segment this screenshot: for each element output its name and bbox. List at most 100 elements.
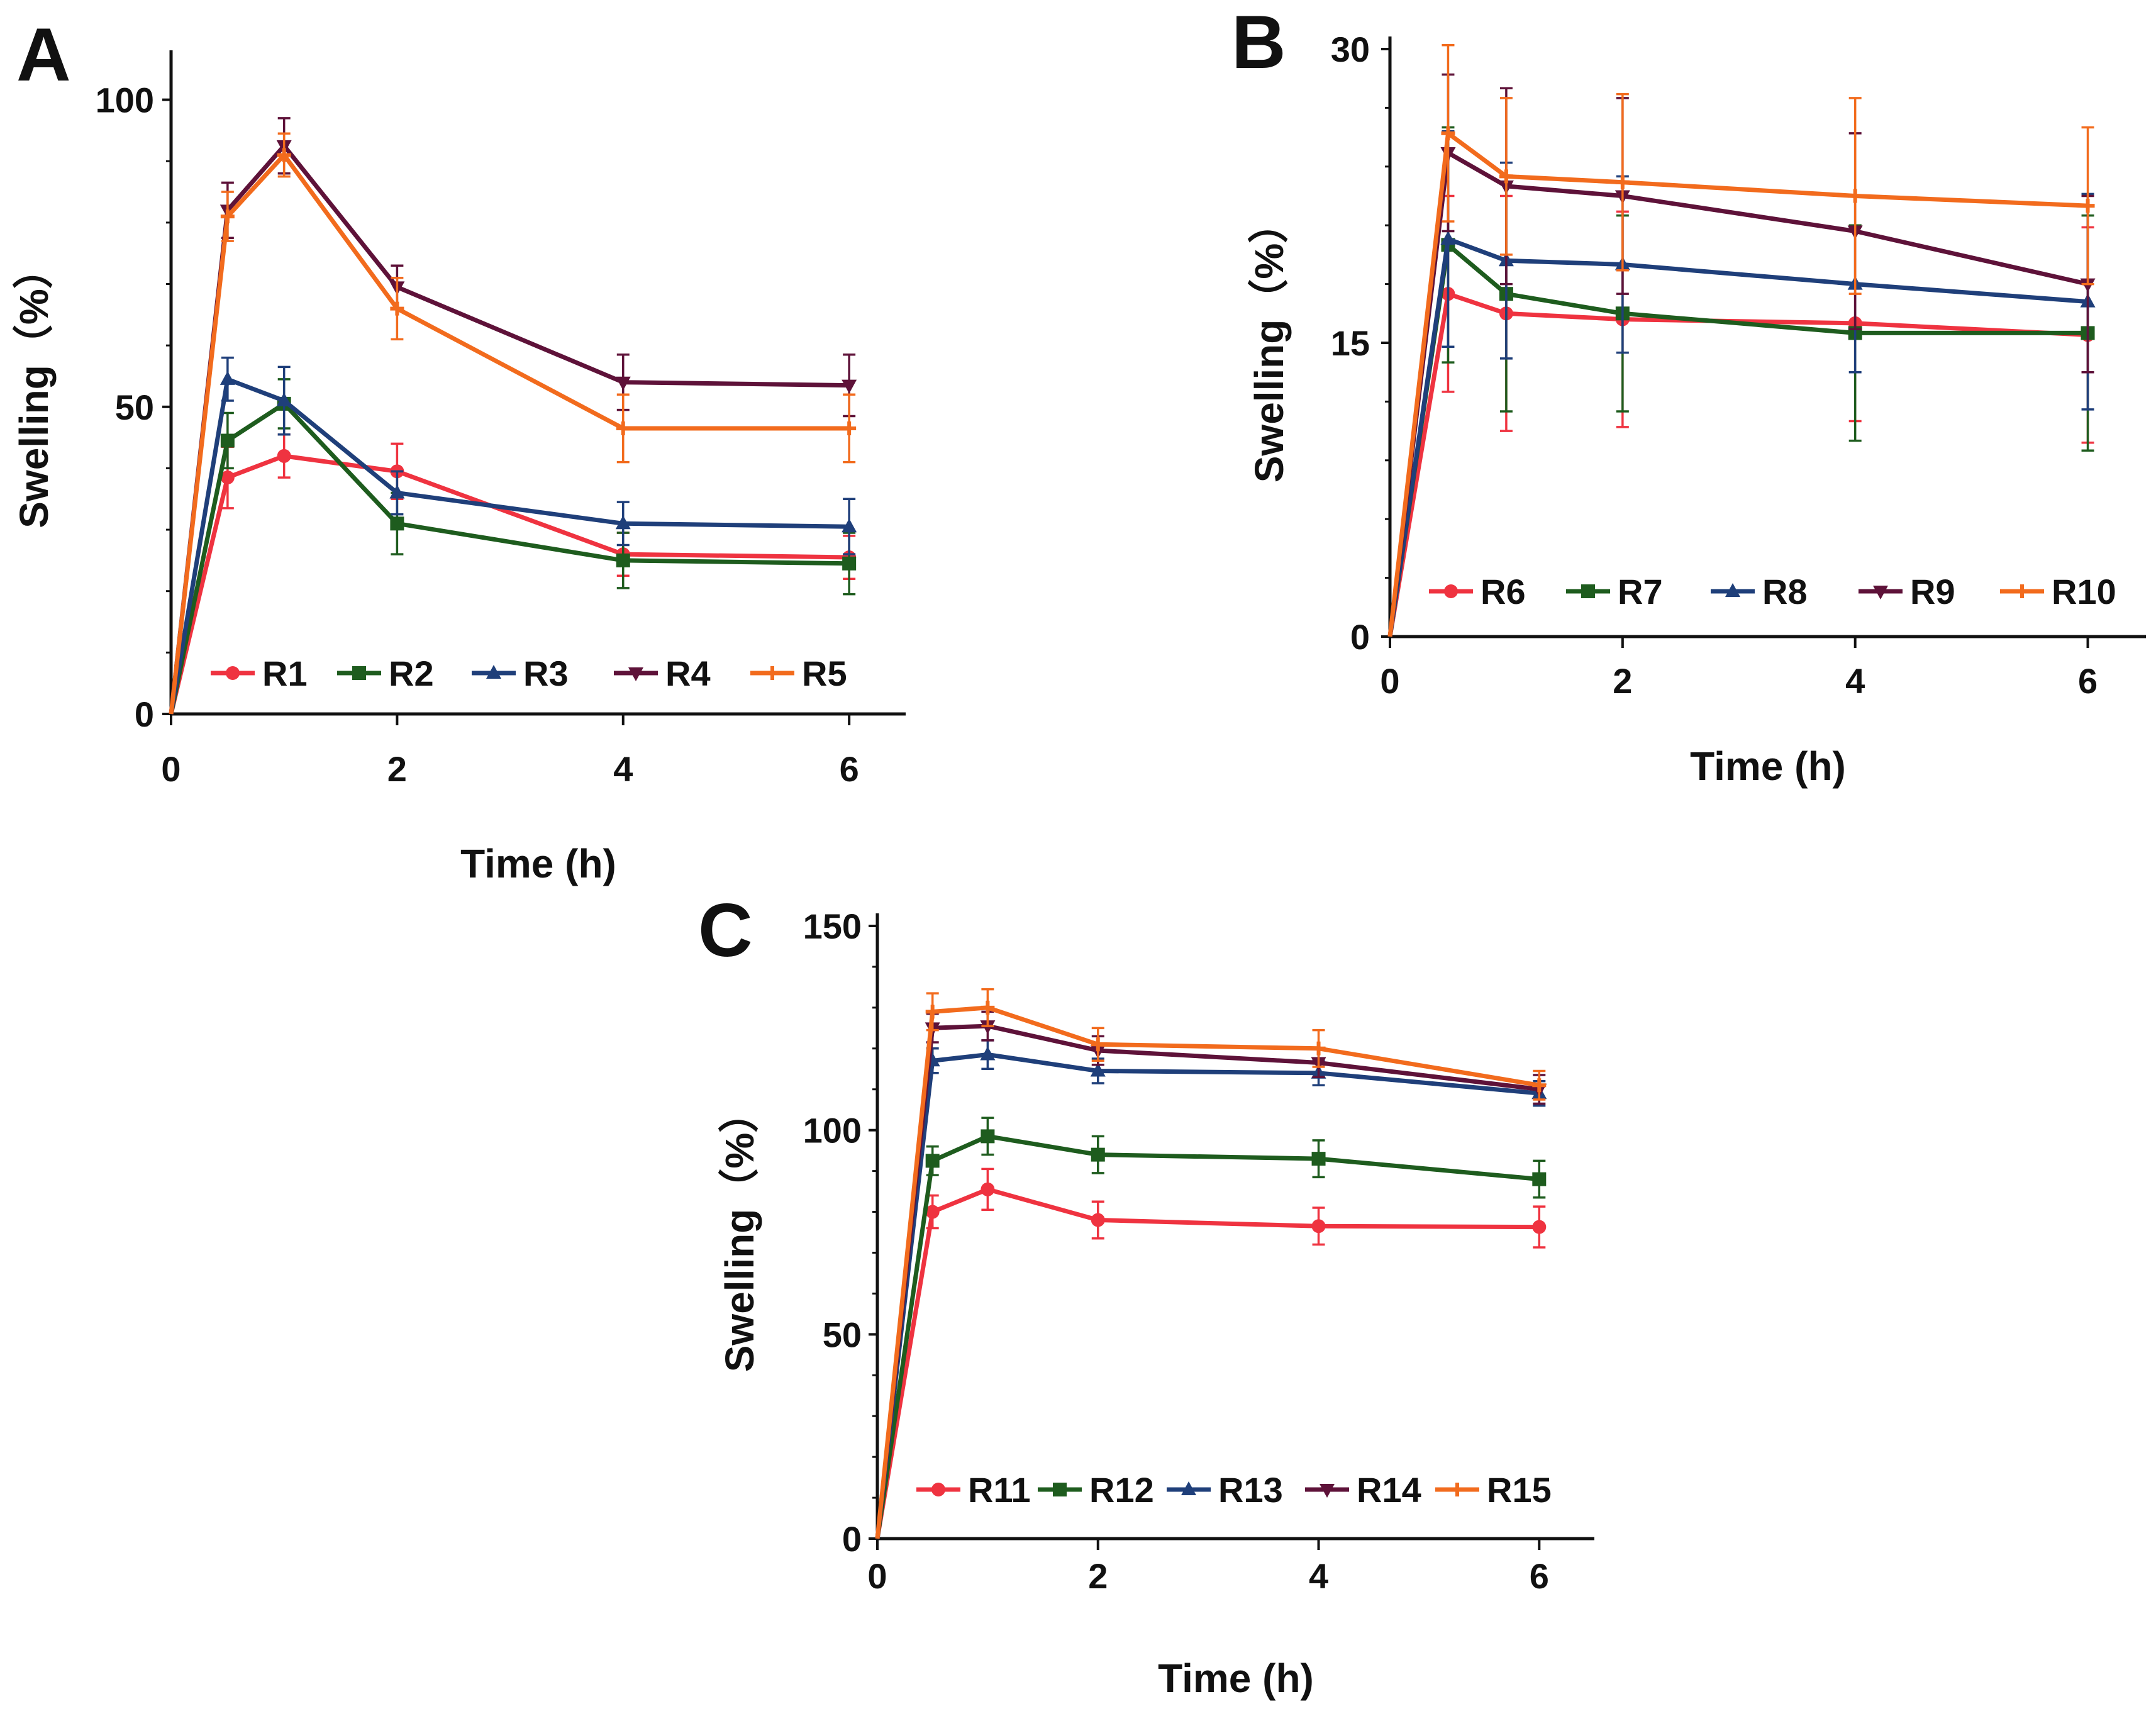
- data-point: [981, 1129, 995, 1144]
- data-point: [842, 379, 857, 394]
- data-point: [1091, 1213, 1105, 1227]
- x-axis-title: Time (h): [460, 841, 616, 886]
- x-tick-label: 2: [387, 749, 407, 789]
- x-axis-title: Time (h): [1690, 744, 1846, 789]
- y-tick-label: 15: [1331, 323, 1370, 363]
- data-point: [1311, 1152, 1326, 1166]
- data-point: [2081, 199, 2095, 213]
- legend-marker: [226, 666, 240, 680]
- data-point: [1441, 126, 1455, 140]
- y-tick-label: 0: [842, 1519, 862, 1559]
- data-point: [1090, 1062, 1106, 1077]
- legend-marker: [628, 667, 643, 681]
- legend-label: R11: [968, 1470, 1031, 1510]
- y-tick-label: 0: [135, 694, 154, 734]
- data-point: [981, 1000, 995, 1015]
- series-line: [875, 1134, 1540, 1539]
- chart-panel-A: 0 50 100 0 2 4 6 Time (h) Swelling（%） R1 R2 R3 R4 R5: [11, 50, 906, 886]
- data-point: [842, 421, 857, 435]
- legend-label: R4: [665, 654, 711, 693]
- y-tick-label: 100: [803, 1111, 862, 1150]
- x-tick-label: 0: [1380, 661, 1399, 701]
- data-point: [389, 484, 405, 499]
- data-point: [1091, 1037, 1105, 1052]
- data-point: [925, 1205, 940, 1219]
- data-point: [981, 1182, 995, 1196]
- legend: R11 R12 R13 R14 R15: [916, 1470, 1552, 1510]
- series-line: [875, 1023, 1540, 1539]
- legend: R1 R2 R3 R4 R5: [211, 654, 847, 693]
- series-line: [1387, 291, 2088, 637]
- data-point: [220, 209, 235, 224]
- series-line: [1387, 237, 2088, 637]
- legend-marker: [1320, 1484, 1335, 1498]
- x-tick-label: 2: [1088, 1556, 1108, 1596]
- series-line: [875, 1052, 1540, 1539]
- data-point: [616, 553, 630, 567]
- legend-marker: [1444, 584, 1458, 598]
- chart-panel-B: 0 15 30 0 2 4 6 Time (h) Swelling（%） R6 R7 R8 R9 R10: [1247, 30, 2146, 789]
- series-R9: [1387, 73, 2096, 637]
- series-R3: [169, 356, 857, 715]
- y-tick-label: 30: [1331, 30, 1370, 69]
- data-point: [219, 370, 235, 385]
- y-axis-title: Swelling（%）: [11, 248, 57, 528]
- series-line: [169, 377, 850, 715]
- legend-label: R5: [802, 654, 847, 693]
- series-R4: [169, 117, 857, 715]
- data-point: [220, 433, 235, 448]
- series-R12: [875, 1117, 1547, 1539]
- data-point: [390, 301, 404, 316]
- legend-marker: [931, 1483, 945, 1496]
- series-line: [169, 401, 850, 715]
- series-R10: [1387, 44, 2095, 637]
- data-point: [615, 376, 631, 391]
- series-R15: [875, 988, 1547, 1539]
- data-point: [390, 516, 404, 531]
- legend-marker: [1053, 1483, 1067, 1496]
- legend-marker: [1725, 583, 1740, 597]
- data-point: [1848, 189, 1862, 203]
- series-R14: [875, 1010, 1547, 1539]
- legend-marker: [1450, 1483, 1464, 1496]
- y-tick-label: 100: [96, 81, 154, 120]
- data-point: [615, 515, 631, 530]
- data-point: [277, 148, 291, 162]
- data-point: [1311, 1041, 1326, 1056]
- data-point: [1499, 169, 1513, 184]
- data-point: [2080, 278, 2096, 292]
- y-axis-title: Swelling（%）: [1247, 203, 1292, 483]
- legend-marker: [1581, 584, 1595, 598]
- data-point: [1091, 1147, 1105, 1162]
- x-tick-label: 4: [613, 749, 633, 789]
- legend-label: R10: [2052, 572, 2116, 611]
- legend-label: R3: [523, 654, 569, 693]
- y-tick-label: 50: [823, 1315, 862, 1354]
- legend: R6 R7 R8 R9 R10: [1429, 572, 2116, 611]
- legend-marker: [352, 666, 366, 680]
- data-point: [925, 1154, 940, 1168]
- data-point: [842, 556, 857, 571]
- legend-label: R7: [1618, 572, 1663, 611]
- series-line: [875, 1187, 1540, 1539]
- legend-label: R14: [1357, 1470, 1421, 1510]
- x-tick-label: 4: [1309, 1556, 1328, 1596]
- x-tick-label: 4: [1845, 661, 1865, 701]
- legend-label: R13: [1218, 1470, 1283, 1510]
- data-point: [1532, 1220, 1547, 1234]
- series-R13: [875, 1039, 1547, 1539]
- x-tick-label: 0: [867, 1556, 887, 1596]
- data-point: [276, 393, 292, 407]
- legend-marker: [765, 666, 779, 680]
- series-R11: [875, 1167, 1547, 1539]
- x-tick-label: 6: [840, 749, 859, 789]
- legend-label: R1: [262, 654, 308, 693]
- legend-marker: [486, 665, 501, 679]
- panel-letter: C: [698, 888, 753, 972]
- x-axis-title: Time (h): [1158, 1656, 1314, 1701]
- legend-label: R9: [1910, 572, 1955, 611]
- series-line: [875, 1005, 1540, 1539]
- y-tick-label: 150: [803, 906, 862, 946]
